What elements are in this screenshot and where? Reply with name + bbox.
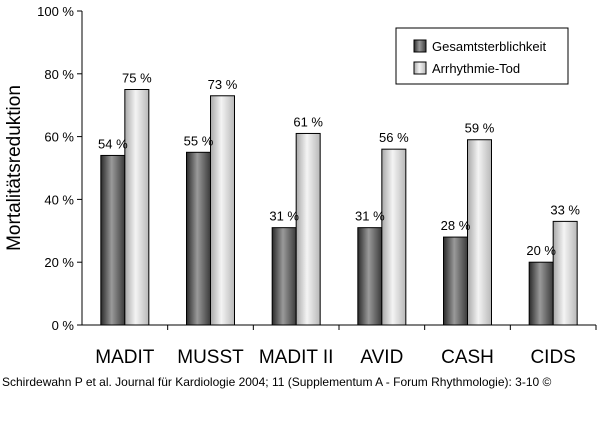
y-axis: 0 % 20 % 40 % 60 % 80 % 100 % <box>37 4 82 333</box>
data-label: 56 % <box>379 130 409 145</box>
data-label: 20 % <box>526 243 556 258</box>
bar-gesamtsterblichkeit-avid <box>357 227 383 326</box>
bar-arrhythmie-tod-madit <box>124 89 150 326</box>
data-label: 28 % <box>441 218 471 233</box>
legend-box <box>395 27 569 85</box>
data-label: 75 % <box>122 71 152 86</box>
bar-gesamtsterblichkeit-cids <box>528 261 554 326</box>
bar-gesamtsterblichkeit-cash <box>443 236 468 326</box>
bar-gesamtsterblichkeit-madit <box>100 154 126 326</box>
bars <box>100 89 578 326</box>
source-citation: Schirdewahn P et al. Journal für Kardiol… <box>2 375 552 389</box>
bar-gesamtsterblichkeit-madit-ii <box>271 227 297 326</box>
data-label: 73 % <box>208 77 238 92</box>
x-tick-label: AVID <box>360 347 403 368</box>
y-axis-label: Mortalitätsreduktion <box>4 85 25 251</box>
bar-arrhythmie-tod-cids <box>552 220 578 326</box>
y-tick-label: 80 % <box>44 67 74 82</box>
y-tick-label: 0 % <box>52 318 75 333</box>
legend-swatch-arrhythmie-tod <box>413 61 427 75</box>
y-tick-label: 40 % <box>44 192 74 207</box>
x-tick-label: CIDS <box>530 347 575 368</box>
bar-arrhythmie-tod-avid <box>381 148 407 326</box>
data-label: 54 % <box>98 136 128 151</box>
bar-arrhythmie-tod-cash <box>467 139 492 326</box>
bar-arrhythmie-tod-madit-ii <box>295 132 321 326</box>
legend: Gesamtsterblichkeit Arrhythmie-Tod <box>395 27 569 85</box>
legend-swatch-gesamtsterblichkeit <box>413 39 427 53</box>
legend-label-arrhythmie-tod: Arrhythmie-Tod <box>432 61 520 76</box>
x-axis: MADIT MUSST MADIT II AVID CASH CIDS <box>95 325 597 368</box>
data-label: 31 % <box>355 209 385 224</box>
x-tick-label: CASH <box>441 347 494 368</box>
data-label: 55 % <box>184 133 214 148</box>
x-tick-label: MADIT II <box>259 347 334 368</box>
bar-arrhythmie-tod-musst <box>210 95 235 326</box>
legend-label-gesamtsterblichkeit: Gesamtsterblichkeit <box>432 39 547 54</box>
y-tick-label: 100 % <box>37 4 74 19</box>
bar-gesamtsterblichkeit-musst <box>186 151 211 326</box>
x-tick-label: MUSST <box>177 347 244 368</box>
data-label: 61 % <box>293 114 323 129</box>
data-labels: 54 % 75 % 55 % 73 % 31 % 61 % 31 % 56 % 28 % 59 %… <box>98 71 580 259</box>
data-label: 31 % <box>269 209 299 224</box>
x-tick-label: MADIT <box>95 347 155 368</box>
y-tick-label: 20 % <box>44 255 74 270</box>
data-label: 59 % <box>465 121 495 136</box>
data-label: 33 % <box>550 202 580 217</box>
y-tick-label: 60 % <box>44 130 74 145</box>
